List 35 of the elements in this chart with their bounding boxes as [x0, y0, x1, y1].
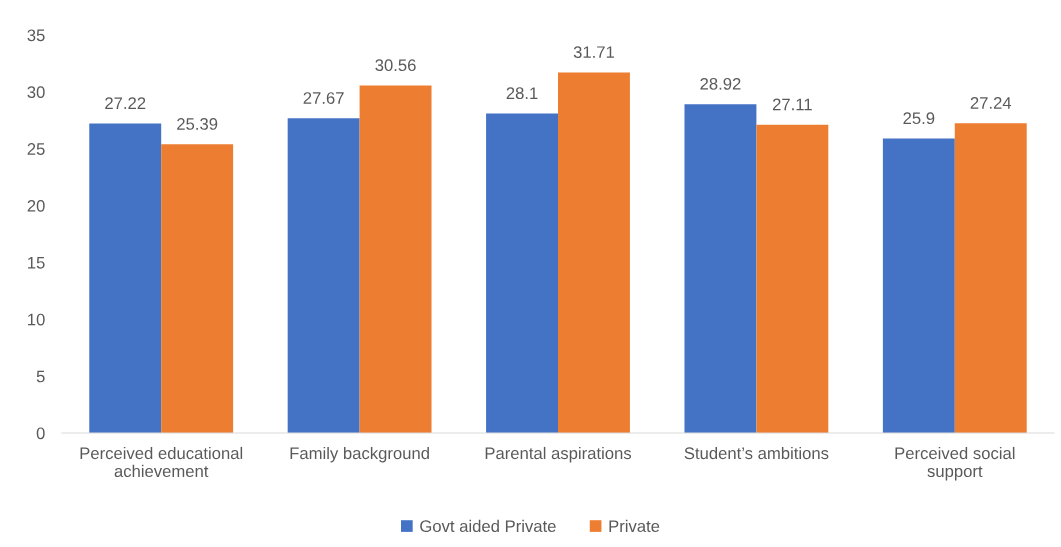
bar: [486, 113, 558, 433]
y-tick-label: 5: [36, 370, 45, 383]
y-tick-label: 30: [27, 86, 45, 99]
bar: [161, 144, 234, 433]
data-label: 27.67: [303, 92, 344, 104]
bar: [89, 123, 162, 433]
bar: [558, 72, 630, 433]
bar: [882, 138, 955, 433]
x-tick-label: Perceived educational achievement: [80, 446, 243, 478]
bar: [287, 118, 360, 433]
y-tick-label: 10: [28, 313, 45, 326]
data-label: 27.24: [970, 97, 1012, 109]
bar: [684, 104, 757, 433]
y-tick-label: 20: [27, 199, 45, 212]
data-label: 27.22: [105, 97, 146, 109]
y-tick-label: 0: [36, 427, 45, 440]
legend-label: Govt aided Private: [420, 519, 556, 533]
data-label: 25.9: [903, 112, 935, 125]
x-tick-label: Parental aspirations: [485, 446, 632, 463]
bar: [954, 123, 1027, 433]
y-tick-label: 15: [28, 257, 45, 269]
data-label: 28.1: [506, 87, 538, 100]
y-tick-label: 35: [27, 29, 45, 42]
legend-label: Private: [609, 519, 660, 533]
data-label: 25.39: [177, 118, 218, 130]
data-label: 31.71: [573, 46, 614, 59]
bar: [359, 85, 432, 433]
data-label: 30.56: [375, 59, 416, 72]
x-tick-label: Family background: [290, 446, 429, 463]
x-tick-label: Student’s ambitions: [684, 446, 829, 460]
x-tick-label: Perceived social support: [895, 446, 1015, 481]
data-label: 28.92: [700, 77, 741, 90]
data-label: 27.11: [772, 98, 812, 111]
y-tick-label: 25: [27, 143, 45, 155]
bar: [756, 124, 829, 433]
